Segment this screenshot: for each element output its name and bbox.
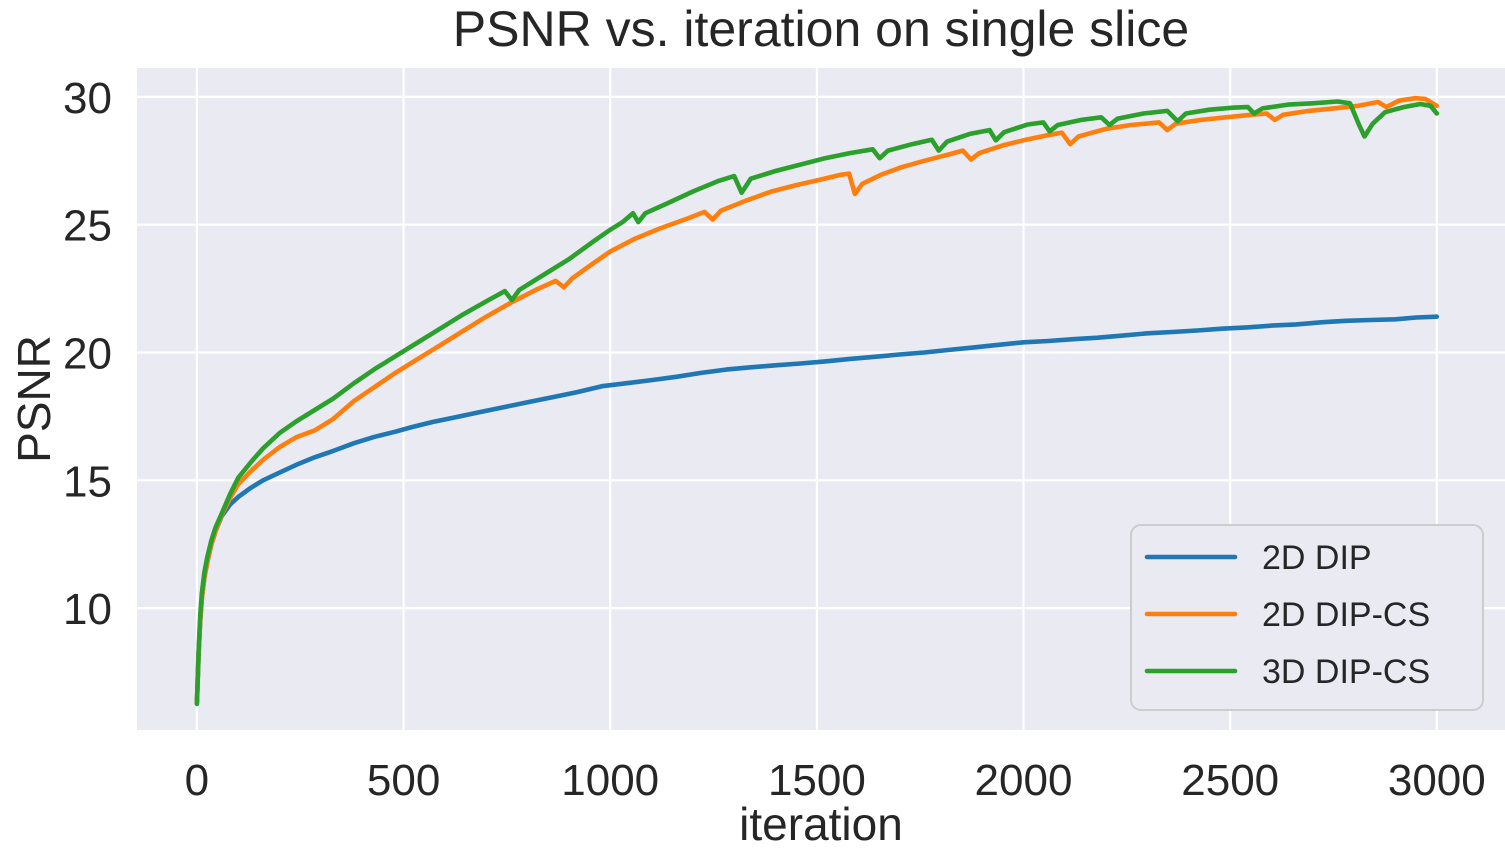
y-tick-label: 15	[63, 457, 112, 506]
series-line-2d-dip	[194, 314, 1440, 706]
y-tick-label: 30	[63, 74, 112, 123]
chart-title: PSNR vs. iteration on single slice	[453, 1, 1189, 57]
y-tick-labels: 10 15 20 25 30	[63, 74, 112, 634]
y-tick-label: 10	[63, 585, 112, 634]
y-tick-label: 20	[63, 330, 112, 379]
x-tick-labels: 0 500 1000 1500 2000 2500 3000	[185, 756, 1486, 805]
legend-label: 2D DIP	[1262, 539, 1372, 577]
y-tick-label: 25	[63, 202, 112, 251]
x-tick-label: 2500	[1181, 756, 1279, 805]
series-lines	[194, 95, 1440, 707]
legend-label: 3D DIP-CS	[1262, 653, 1430, 691]
x-tick-label: 2000	[975, 756, 1073, 805]
x-tick-label: 3000	[1388, 756, 1486, 805]
y-axis-label: PSNR	[8, 335, 60, 463]
x-tick-label: 1000	[561, 756, 659, 805]
legend-box	[1130, 524, 1484, 711]
legend-label: 2D DIP-CS	[1262, 596, 1430, 634]
x-axis-label: iteration	[739, 798, 903, 850]
x-tick-label: 1500	[768, 756, 866, 805]
series-line-2d-dip-cs	[194, 95, 1440, 706]
legend: 2D DIP 2D DIP-CS 3D DIP-CS	[1130, 524, 1484, 711]
series-line-3d-dip-cs	[194, 99, 1440, 707]
x-tick-label: 0	[185, 756, 209, 805]
x-tick-label: 500	[367, 756, 440, 805]
